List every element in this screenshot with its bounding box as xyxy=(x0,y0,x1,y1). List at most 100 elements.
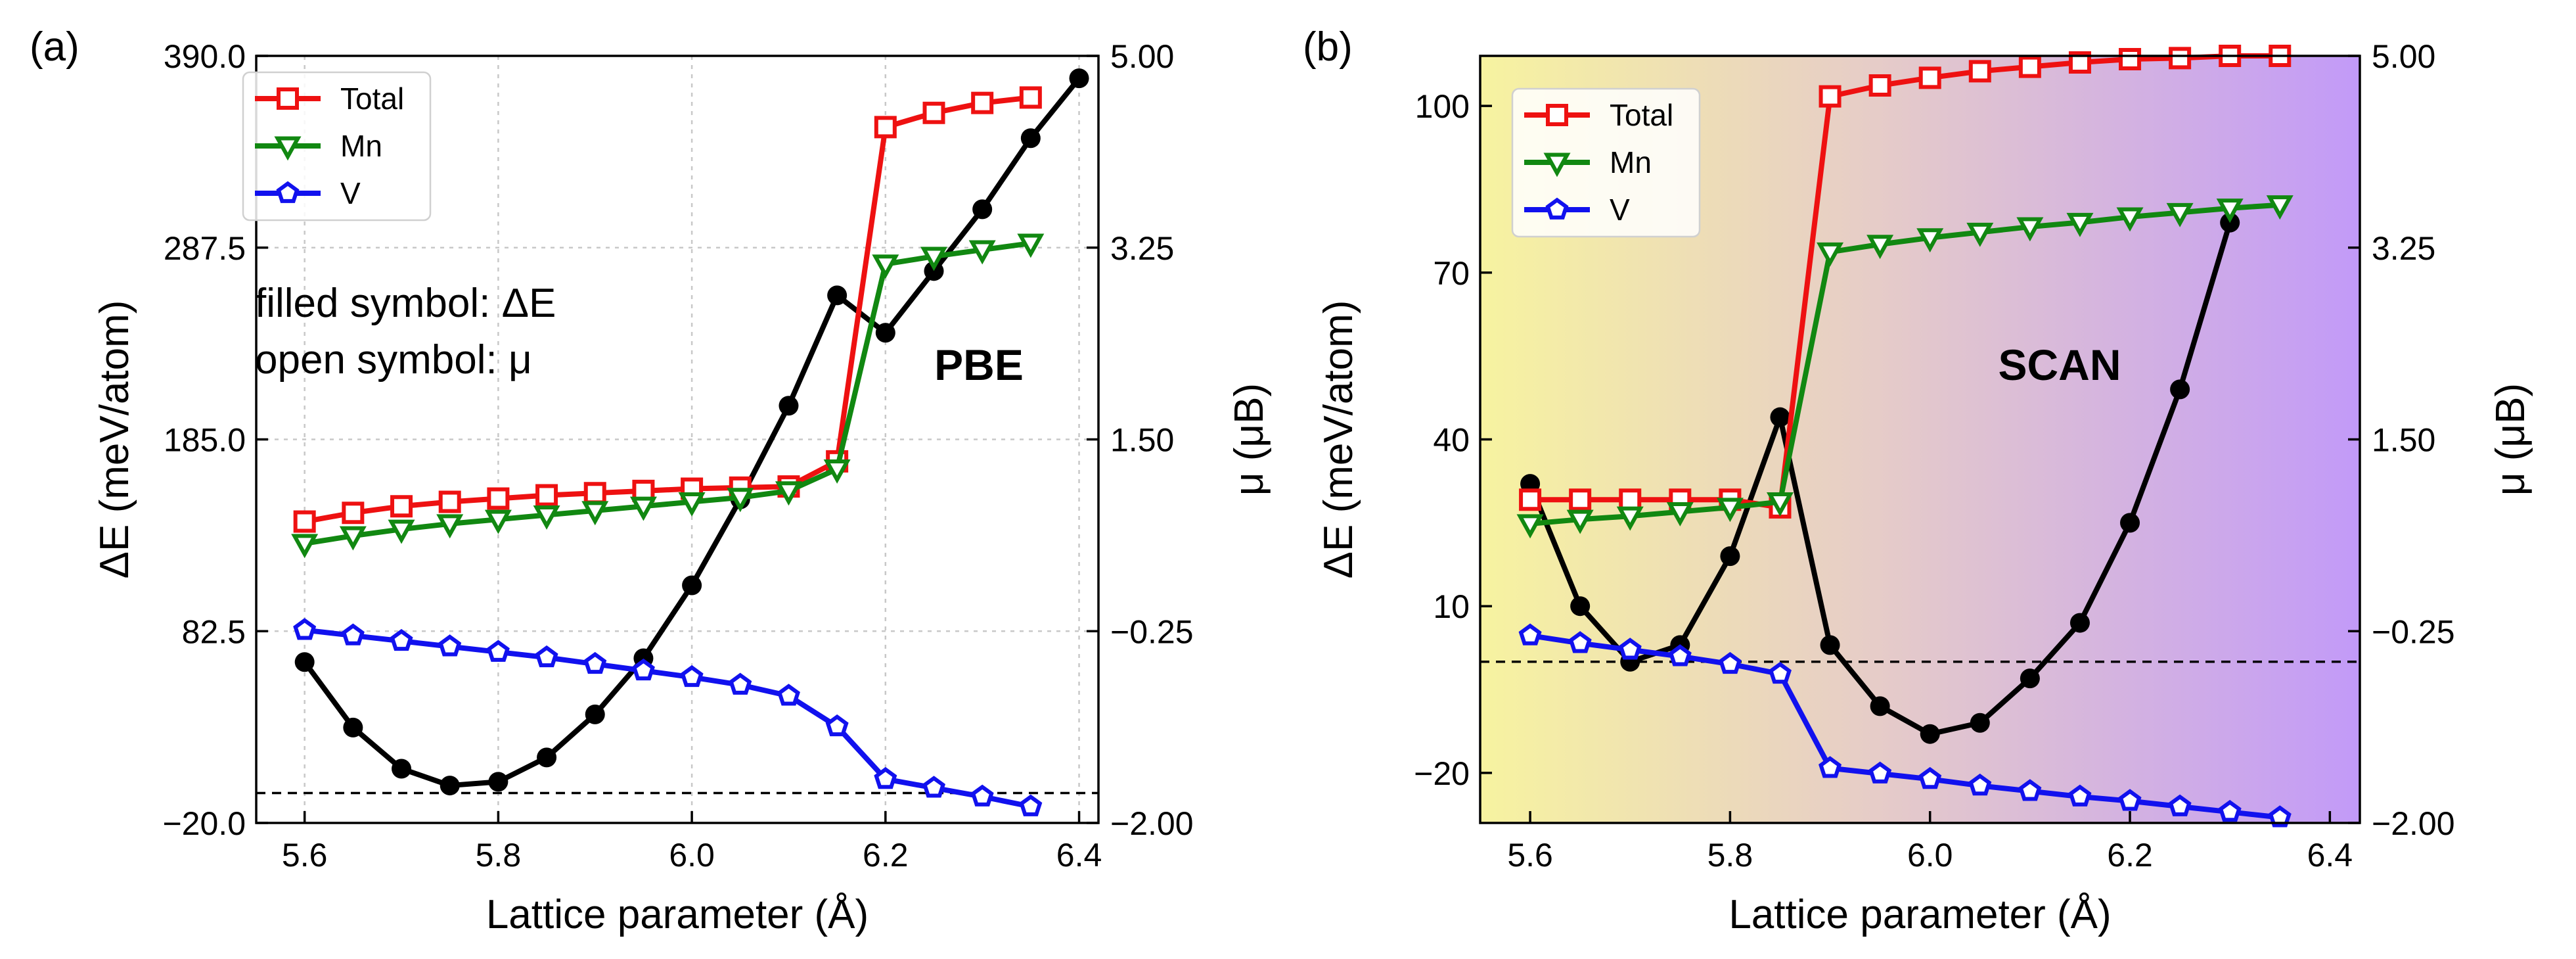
series-point-mn xyxy=(1866,235,1894,260)
series-point-v xyxy=(486,640,510,662)
legend: Total Mn V xyxy=(1511,87,1701,238)
energy-point xyxy=(2069,613,2090,633)
energy-point xyxy=(294,652,315,672)
method-label: PBE xyxy=(934,340,1024,389)
legend-marker xyxy=(277,87,299,110)
panel-a: 5.6 5.8 6.0 6.2 6.4 −20.0 82.5 185.0 287.5 390.0 −… xyxy=(30,24,1272,937)
energy-point xyxy=(537,747,557,768)
series-point-v xyxy=(874,766,897,789)
x-tick-label: 6.0 xyxy=(669,837,715,874)
series-point-total xyxy=(1019,86,1042,109)
legend: Total Mn V xyxy=(242,71,432,222)
energy-point xyxy=(2170,379,2190,400)
series-point-total xyxy=(438,490,461,513)
series-point-total xyxy=(874,116,897,139)
x-tick-label: 6.4 xyxy=(2307,837,2353,874)
panel-label: (a) xyxy=(30,24,79,70)
series-point-v xyxy=(1819,756,1842,778)
series-point-v xyxy=(2018,779,2042,801)
energy-point xyxy=(392,759,412,779)
series-point-mn xyxy=(339,526,367,551)
series-line-total xyxy=(1530,53,2280,510)
energy-point xyxy=(827,285,847,306)
series-point-v xyxy=(1668,644,1692,667)
panel-label: (b) xyxy=(1303,24,1353,70)
series-point-v xyxy=(583,651,607,674)
series-point-total xyxy=(2018,55,2041,78)
series-point-v xyxy=(970,784,994,807)
x-tick-label: 6.0 xyxy=(1907,837,1953,874)
energy-point xyxy=(1970,713,1990,733)
energy-point xyxy=(488,772,508,792)
legend-entry-mn: Mn xyxy=(340,129,382,163)
series-point-total xyxy=(583,482,606,505)
series-point-mn xyxy=(291,534,319,559)
series-line-mn xyxy=(1529,202,2280,526)
legend-marker xyxy=(274,136,302,161)
energy-point xyxy=(1720,546,1740,567)
y-left-tick-label: −20 xyxy=(1414,755,1470,792)
energy-point xyxy=(1570,596,1591,617)
series-point-mn xyxy=(678,492,706,517)
series-point-total xyxy=(2068,51,2091,74)
energy-point xyxy=(682,575,702,596)
series-point-mn xyxy=(920,246,947,271)
y-right-tick-label: 5.00 xyxy=(1110,38,1174,75)
series-line-v xyxy=(1529,632,2280,820)
series-point-v xyxy=(293,618,317,640)
series-point-v xyxy=(631,658,655,681)
series-point-v xyxy=(1618,638,1642,660)
series-point-total xyxy=(2169,47,2192,70)
series-point-v xyxy=(2068,784,2092,807)
series-point-mn xyxy=(1716,498,1744,523)
series-point-total xyxy=(1519,488,1542,511)
energy-point xyxy=(875,323,895,343)
note-line: open symbol: μ xyxy=(255,337,532,383)
series-line-total xyxy=(304,95,1031,525)
energy-point xyxy=(1870,696,1890,716)
y-left-tick-label: 10 xyxy=(1433,588,1470,625)
energy-point xyxy=(779,396,799,416)
y-left-tick-label: 70 xyxy=(1433,255,1470,292)
series-point-v xyxy=(825,714,849,737)
series-point-v xyxy=(2268,805,2292,828)
series-point-mn xyxy=(2216,199,2244,223)
series-point-v xyxy=(390,628,413,651)
series-point-total xyxy=(1968,60,1991,83)
legend-marker xyxy=(276,181,300,203)
method-label: SCAN xyxy=(1998,340,2121,389)
series-point-v xyxy=(341,623,365,645)
legend-marker xyxy=(1545,197,1569,220)
y-left-tick-label: 390.0 xyxy=(164,38,246,75)
y-left-tick-label: 100 xyxy=(1415,88,1470,125)
series-point-v xyxy=(535,645,558,668)
legend-entry-v: V xyxy=(1610,193,1630,227)
series-point-v xyxy=(438,634,462,657)
legend-entry-total: Total xyxy=(1610,98,1673,132)
series-point-v xyxy=(922,776,945,798)
energy-point xyxy=(585,704,605,724)
series-point-v xyxy=(2218,799,2242,822)
energy-point xyxy=(343,717,363,737)
series-point-total xyxy=(2119,48,2142,71)
x-tick-label: 5.6 xyxy=(1507,837,1553,874)
series-point-total xyxy=(1918,66,1941,89)
x-axis-label: Lattice parameter (Å) xyxy=(1729,892,2111,937)
x-tick-label: 6.4 xyxy=(1056,837,1102,874)
legend-marker xyxy=(1543,152,1571,177)
series-point-mn xyxy=(484,509,512,534)
series-point-total xyxy=(922,101,945,124)
series-line-v xyxy=(304,627,1031,809)
series-point-mn xyxy=(1666,502,1694,526)
x-axis-label: Lattice parameter (Å) xyxy=(486,892,869,937)
y-left-axis-label: ΔE (meV/atom) xyxy=(1316,300,1361,579)
y-right-tick-label: 3.25 xyxy=(2372,230,2435,267)
series-point-mn xyxy=(1566,509,1594,534)
series-point-v xyxy=(1968,773,1992,796)
series-point-v xyxy=(729,672,752,695)
series-point-mn xyxy=(629,496,657,521)
energy-point xyxy=(2120,513,2140,533)
series-point-mn xyxy=(2166,202,2194,227)
x-tick-label: 6.2 xyxy=(863,837,909,874)
